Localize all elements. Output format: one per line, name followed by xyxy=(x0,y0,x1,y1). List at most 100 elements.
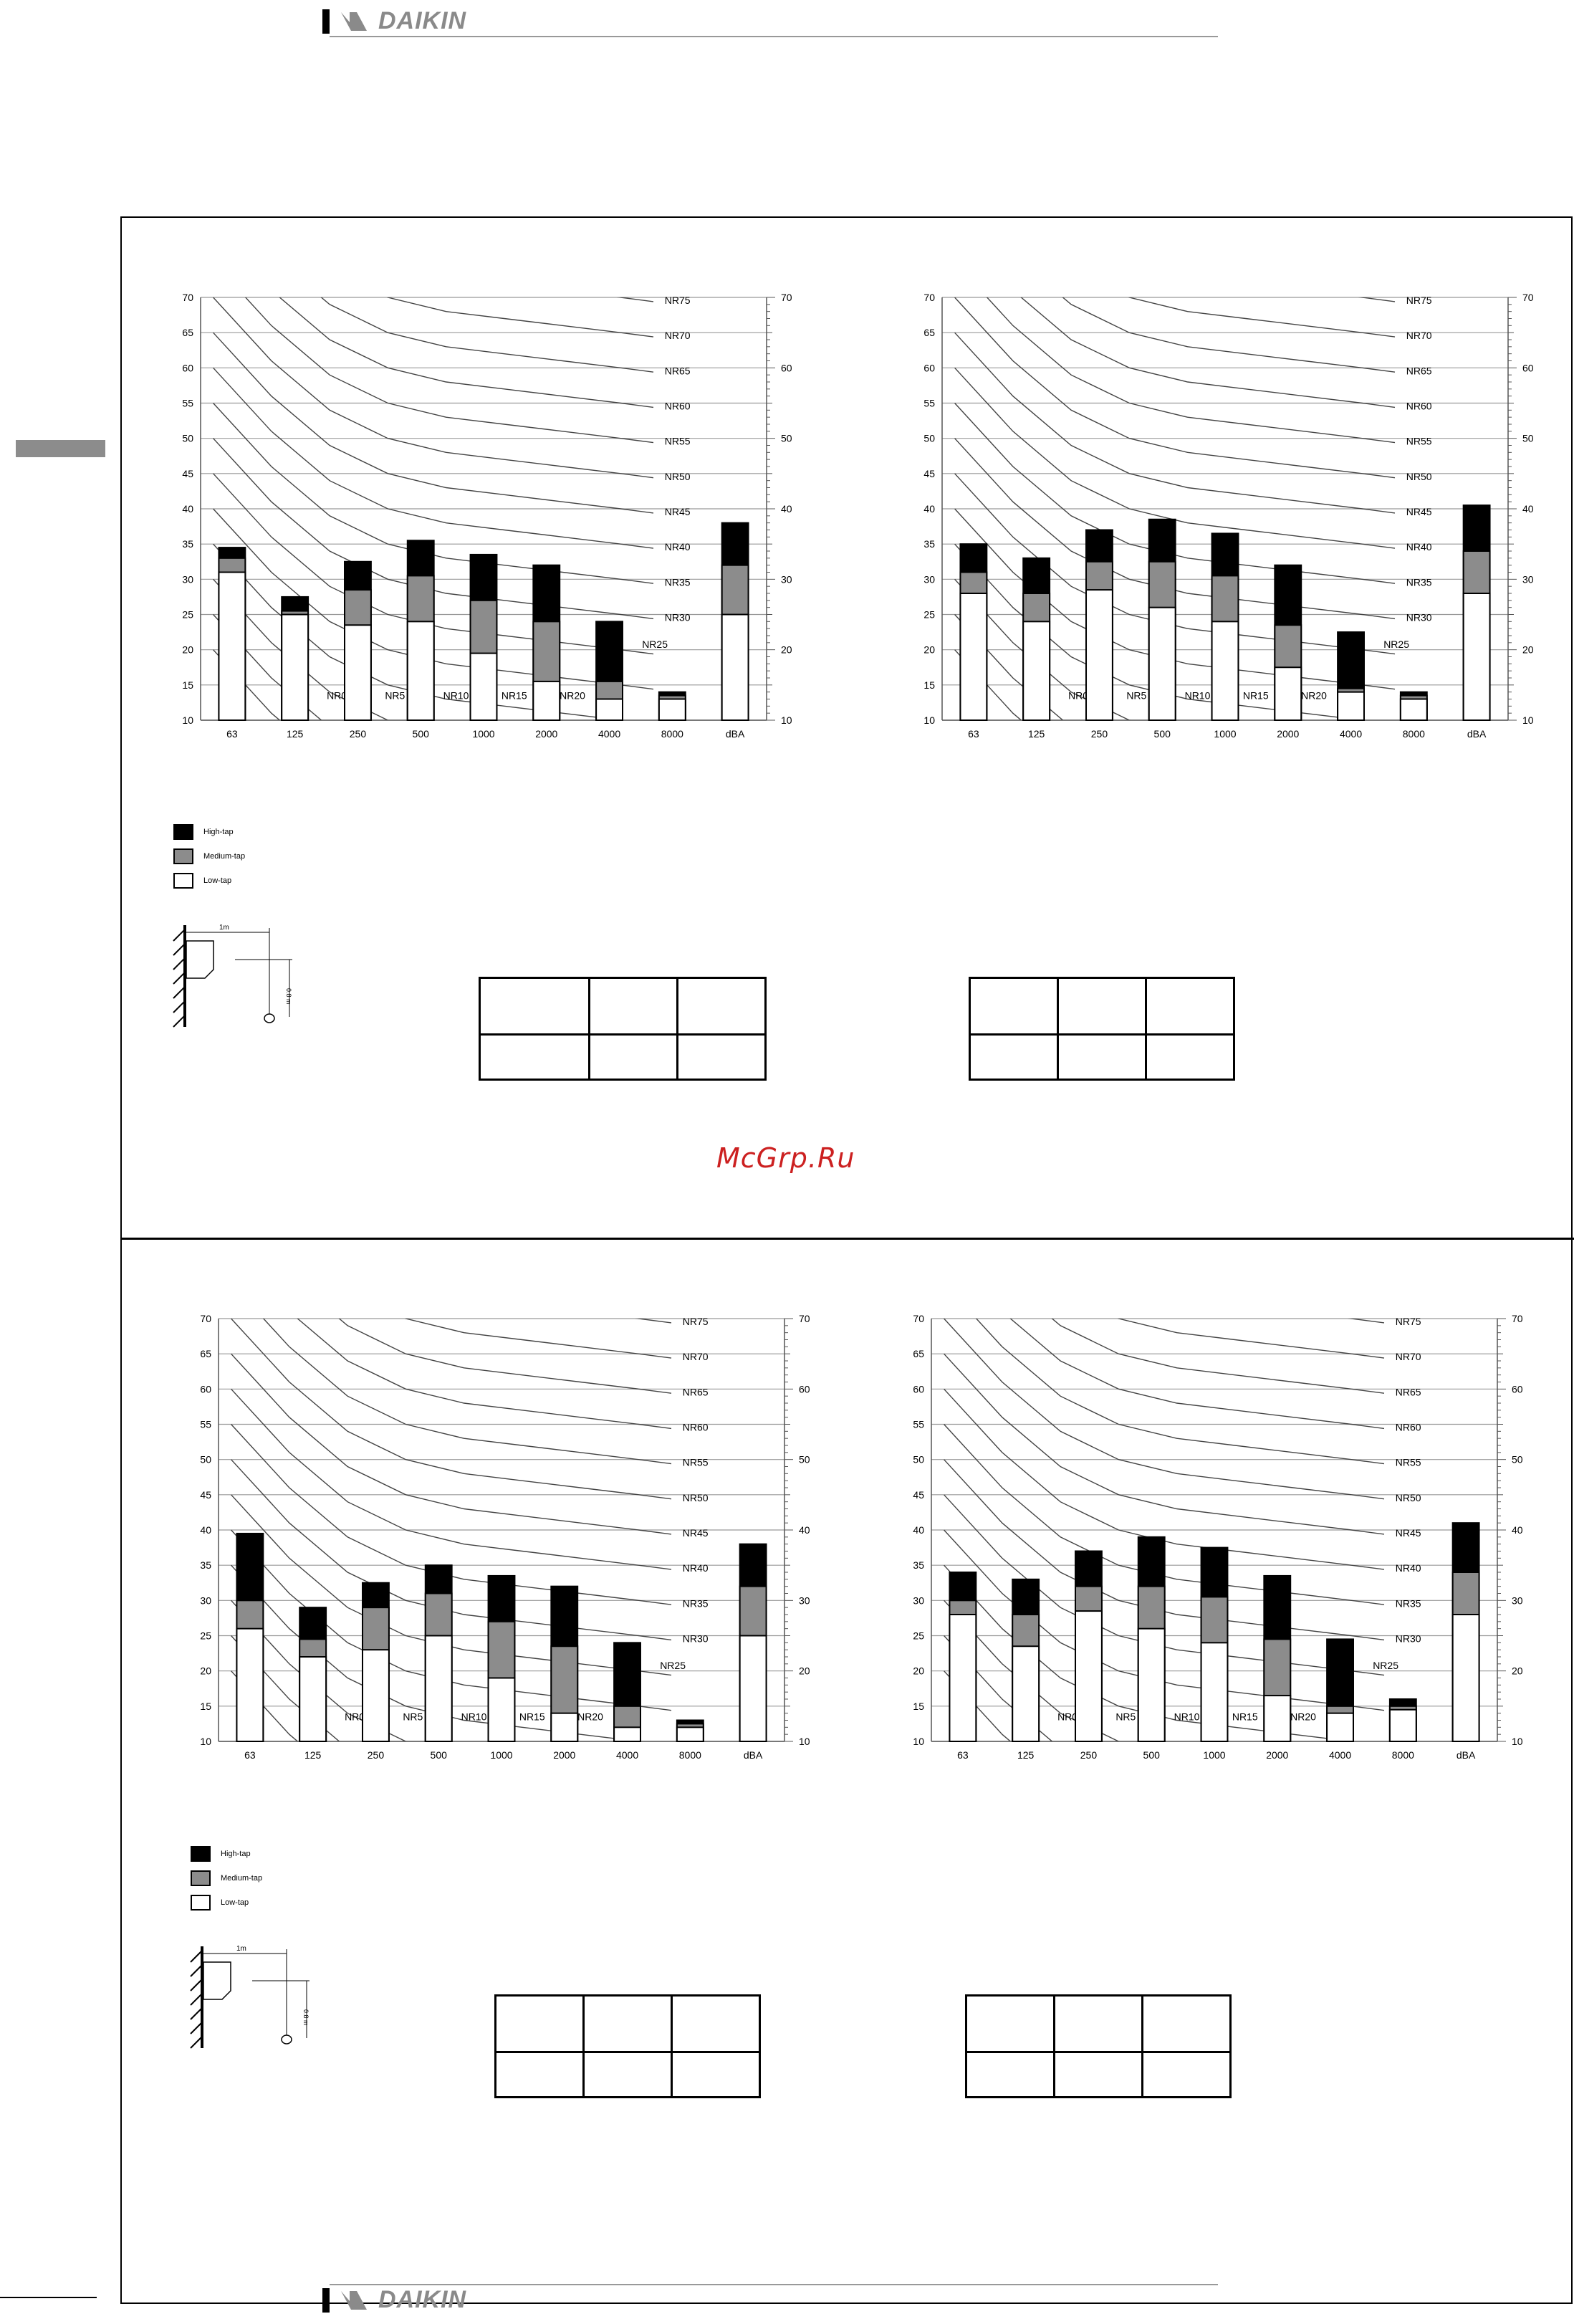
nr-curve-label: NR10 xyxy=(461,1711,487,1723)
x-tick-label: 250 xyxy=(1080,1749,1098,1761)
nr-curve-label: NR5 xyxy=(403,1711,423,1723)
nr-curve-label: NR15 xyxy=(502,690,527,702)
x-tick-label: 2000 xyxy=(553,1749,575,1761)
right-tick-label: 40 xyxy=(1522,503,1534,515)
y-tick-label: 10 xyxy=(913,1736,924,1747)
nr-chart-2: 10 15 20 25 30 35 40 45 50 55 60 65 70 10 20 30 40 50 60 70… xyxy=(923,292,1534,740)
y-tick-label: 70 xyxy=(913,1313,924,1324)
nr-curve-label: NR35 xyxy=(683,1597,709,1609)
right-tick-label: 30 xyxy=(799,1594,810,1606)
nr-curve-label: NR70 xyxy=(665,330,691,341)
x-tick-label: dBA xyxy=(726,728,745,740)
bar-low-tap xyxy=(1148,606,1176,721)
nr-curve-label: NR10 xyxy=(1174,1711,1200,1723)
right-tick-label: 60 xyxy=(781,362,792,373)
nr-curve-label: NR45 xyxy=(1396,1527,1421,1539)
x-tick-label: 500 xyxy=(1143,1749,1161,1761)
right-tick-label: 30 xyxy=(1512,1594,1523,1606)
y-tick-label: 50 xyxy=(923,433,935,444)
table-cell xyxy=(588,977,678,1036)
legend-top: High-tap Medium-tap Low-tap xyxy=(173,820,245,893)
y-tick-label: 60 xyxy=(182,362,193,373)
x-tick-label: 125 xyxy=(1028,728,1045,740)
nr-curve xyxy=(213,367,654,549)
nr-curve xyxy=(944,1459,1385,1641)
nr-curve xyxy=(338,1319,672,1394)
nr-curve-label: NR30 xyxy=(1396,1632,1421,1644)
height-label: 0.8 m xyxy=(302,2009,309,2026)
bar-low-tap xyxy=(281,613,309,721)
x-tick-label: dBA xyxy=(744,1749,763,1761)
table-cell xyxy=(1057,977,1147,1036)
bar-low-tap xyxy=(218,571,246,721)
nr-curve-label: NR35 xyxy=(1406,576,1432,588)
legend-bottom: High-tap Medium-tap Low-tap xyxy=(191,1842,262,1915)
bar-low-tap xyxy=(1399,698,1428,721)
y-tick-label: 65 xyxy=(182,327,193,338)
right-tick-label: 60 xyxy=(1512,1383,1523,1395)
legend-item-medium: Medium-tap xyxy=(173,844,245,869)
nr-curve xyxy=(954,332,1396,514)
right-tick-label: 50 xyxy=(799,1454,810,1465)
bar-low-tap xyxy=(469,652,498,722)
y-tick-label: 60 xyxy=(923,362,935,373)
side-tab xyxy=(16,440,105,457)
nr-curve xyxy=(320,297,654,373)
nr-curve xyxy=(231,1353,672,1535)
measurement-diagram-bottom: 1m 0.8 m xyxy=(190,1945,309,2049)
x-tick-label: 8000 xyxy=(661,728,683,740)
nr-curve-label: NR75 xyxy=(1396,1316,1421,1327)
bar-low-tap xyxy=(739,1635,767,1742)
nr-curve xyxy=(262,1319,672,1465)
logo-bar xyxy=(322,9,330,34)
nr-curve-label: NR75 xyxy=(1406,295,1432,306)
nr-curve xyxy=(1128,297,1396,338)
nr-curve-label: NR20 xyxy=(1301,690,1327,702)
y-tick-label: 25 xyxy=(200,1630,211,1642)
nr-curve-label: NR55 xyxy=(665,436,691,447)
bar-low-tap xyxy=(362,1649,390,1742)
nr-curve xyxy=(404,1319,672,1359)
x-tick-label: 8000 xyxy=(1392,1749,1414,1761)
nr-curve xyxy=(231,1459,672,1641)
right-tick-label: 50 xyxy=(1512,1454,1523,1465)
x-tick-label: 63 xyxy=(226,728,238,740)
y-tick-label: 25 xyxy=(923,609,935,621)
y-tick-label: 60 xyxy=(913,1383,924,1395)
legend-label-medium: Medium-tap xyxy=(221,1874,263,1883)
y-tick-label: 20 xyxy=(913,1665,924,1677)
nr-curve-label: NR15 xyxy=(1243,690,1269,702)
x-tick-label: 8000 xyxy=(679,1749,701,1761)
table-cell xyxy=(965,1994,1055,2053)
nr-curve xyxy=(944,1388,1385,1570)
table-cell xyxy=(582,2051,673,2098)
table-cell xyxy=(479,1033,590,1081)
nr-curve-label: NR20 xyxy=(560,690,585,702)
bar-low-tap xyxy=(959,593,988,721)
daikin-logo-icon xyxy=(341,11,367,31)
nr-curve xyxy=(1117,1319,1385,1359)
legend-label-high: High-tap xyxy=(203,828,234,836)
nr-curve-label: NR50 xyxy=(683,1492,709,1503)
right-tick-label: 30 xyxy=(1522,573,1534,585)
y-tick-label: 70 xyxy=(200,1313,211,1324)
nr-curve xyxy=(944,1424,1385,1605)
y-tick-label: 45 xyxy=(913,1489,924,1501)
legend-label-low: Low-tap xyxy=(203,876,232,885)
nr-curve-label: NR35 xyxy=(1396,1597,1421,1609)
nr-curve-label: NR50 xyxy=(665,471,691,482)
bar-low-tap xyxy=(658,698,686,721)
spec-table-2 xyxy=(969,977,1235,1081)
table-cell xyxy=(582,1994,673,2053)
table-cell xyxy=(671,1994,761,2053)
spec-table-1 xyxy=(479,977,767,1081)
bar-low-tap xyxy=(1388,1708,1417,1742)
nr-curve-label: NR70 xyxy=(1406,330,1432,341)
y-tick-label: 35 xyxy=(200,1559,211,1571)
x-tick-label: 1000 xyxy=(490,1749,512,1761)
nr-curve-label: NR25 xyxy=(660,1660,686,1671)
y-tick-label: 20 xyxy=(923,644,935,656)
table-cell xyxy=(969,1033,1059,1081)
right-tick-label: 40 xyxy=(781,503,792,515)
x-tick-label: dBA xyxy=(1457,1749,1476,1761)
